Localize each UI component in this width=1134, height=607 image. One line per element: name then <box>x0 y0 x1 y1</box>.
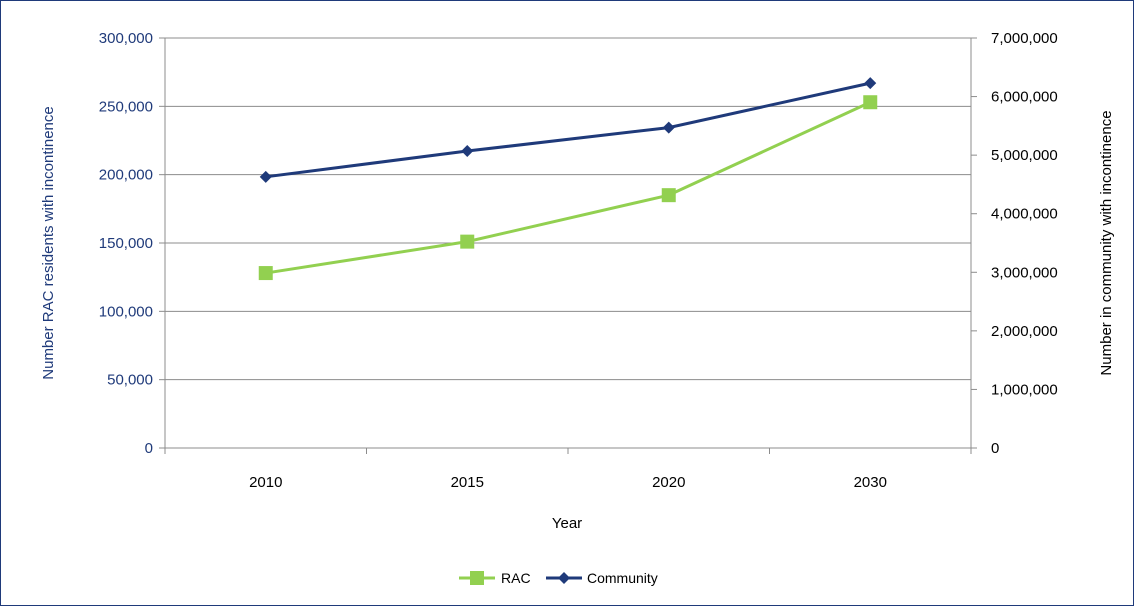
right-tick-label: 4,000,000 <box>991 206 1058 223</box>
right-tick-label: 6,000,000 <box>991 89 1058 106</box>
right-tick-label: 1,000,000 <box>991 381 1058 398</box>
left-tick-label: 50,000 <box>107 372 153 389</box>
data-point-community <box>864 77 877 90</box>
x-tick-labels: 2010 2015 2020 2030 <box>164 448 972 491</box>
right-axis-title: Number in community with incontinence <box>1098 110 1115 375</box>
left-tick-labels: 0 50,000 100,000 150,000 200,000 250,000 300,0… <box>99 30 165 457</box>
gridlines <box>165 37 971 381</box>
right-tick-label: 5,000,000 <box>991 147 1058 164</box>
left-tick-label: 250,000 <box>99 98 153 115</box>
series-line-rac <box>265 100 871 275</box>
series-line-community <box>265 81 871 179</box>
right-tick-label: 2,000,000 <box>991 323 1058 340</box>
legend-marker-rac <box>470 571 484 585</box>
data-point-community <box>662 121 675 134</box>
series <box>258 77 878 281</box>
right-tick-label: 0 <box>991 440 999 457</box>
left-tick-label: 150,000 <box>99 235 153 252</box>
right-tick-label: 3,000,000 <box>991 264 1058 281</box>
data-point-rac <box>460 234 475 249</box>
left-tick-label: 200,000 <box>99 167 153 184</box>
left-tick-label: 100,000 <box>99 303 153 320</box>
legend-label-rac: RAC <box>501 570 531 586</box>
left-tick-label: 0 <box>145 440 153 457</box>
x-tick-label: 2015 <box>451 474 484 491</box>
right-tick-label: 7,000,000 <box>991 30 1058 47</box>
data-point-rac <box>258 266 273 281</box>
legend-marker-community <box>558 572 570 584</box>
legend: RAC Community <box>459 570 658 586</box>
x-tick-label: 2030 <box>854 474 887 491</box>
data-point-rac <box>661 188 676 203</box>
x-tick-label: 2010 <box>249 474 282 491</box>
legend-item-rac: RAC <box>459 570 531 586</box>
data-point-community <box>461 145 474 158</box>
x-axis-title: Year <box>552 515 582 532</box>
data-point-rac <box>863 95 878 110</box>
left-tick-label: 300,000 <box>99 30 153 47</box>
x-tick-label: 2020 <box>652 474 685 491</box>
legend-item-community: Community <box>546 570 658 586</box>
legend-label-community: Community <box>587 570 658 586</box>
left-axis-title: Number RAC residents with incontinence <box>40 106 57 379</box>
data-point-community <box>259 170 272 183</box>
right-tick-labels: 0 1,000,000 2,000,000 3,000,000 4,000,000 5,0… <box>971 30 1058 457</box>
